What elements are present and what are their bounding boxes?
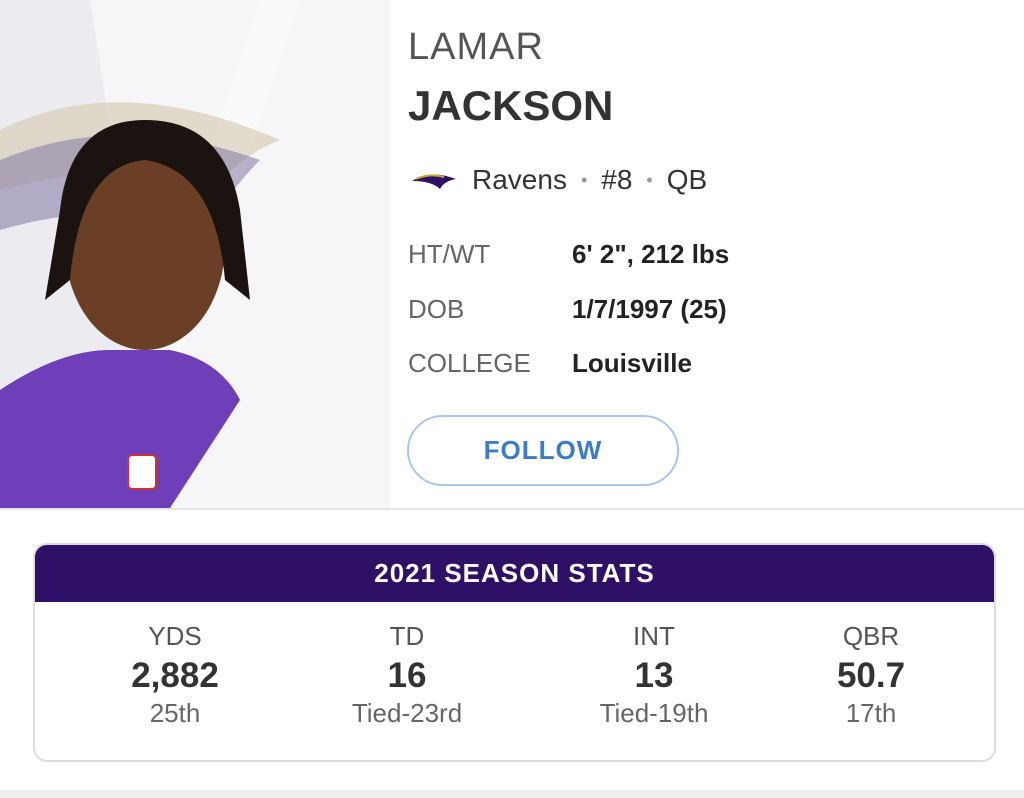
position: QB (666, 164, 708, 195)
stats-title: 2021 SEASON STATS (35, 545, 994, 602)
stat-rank: 17th (845, 698, 897, 728)
stat-rank: Tied-23rd (351, 698, 463, 728)
info-label: HT/WT (408, 239, 491, 269)
stat-label: INT (633, 621, 675, 651)
team: Ravens (472, 164, 567, 195)
info-row: HT/WT 6' 2", 212 lbs (408, 239, 729, 270)
team-logo (412, 174, 456, 189)
stat: INT 13 Tied-19th (534, 621, 774, 729)
last-name: JACKSON (408, 82, 614, 129)
stat: QBR 50.7 17th (751, 621, 991, 729)
divider (0, 508, 1024, 510)
info-value: 1/7/1997 (25) (572, 294, 727, 324)
stat-value: 50.7 (836, 656, 906, 695)
stat-label: QBR (842, 621, 900, 651)
separator: • (580, 169, 588, 190)
stat-label: TD (389, 621, 425, 651)
info-label: DOB (408, 294, 465, 324)
bottom-bar (0, 790, 1024, 798)
stats-card: 2021 SEASON STATS YDS 2,882 25th TD 16 Tied-2… (33, 543, 996, 762)
stat: TD 16 Tied-23rd (287, 621, 527, 729)
stat: YDS 2,882 25th (55, 621, 295, 729)
stat-value: 2,882 (131, 656, 219, 695)
stat-rank: Tied-19th (599, 698, 709, 728)
info-value: 6' 2", 212 lbs (572, 239, 730, 269)
follow-button[interactable]: FOLLOW (407, 415, 679, 486)
info-value: Louisville (572, 348, 692, 378)
first-name: LAMAR (408, 26, 544, 68)
info-row: COLLEGE Louisville (408, 348, 692, 379)
player-photo (0, 0, 390, 508)
info-label: COLLEGE (408, 348, 531, 378)
stat-rank: 25th (149, 698, 201, 728)
info-row: DOB 1/7/1997 (25) (408, 294, 727, 325)
stat-value: 13 (634, 656, 674, 695)
separator: • (646, 169, 653, 190)
jersey-number: #8 (601, 164, 633, 195)
team-row: Ravens • #8 • QB (410, 164, 707, 196)
stat-label: YDS (148, 621, 202, 651)
stat-value: 16 (387, 656, 427, 695)
